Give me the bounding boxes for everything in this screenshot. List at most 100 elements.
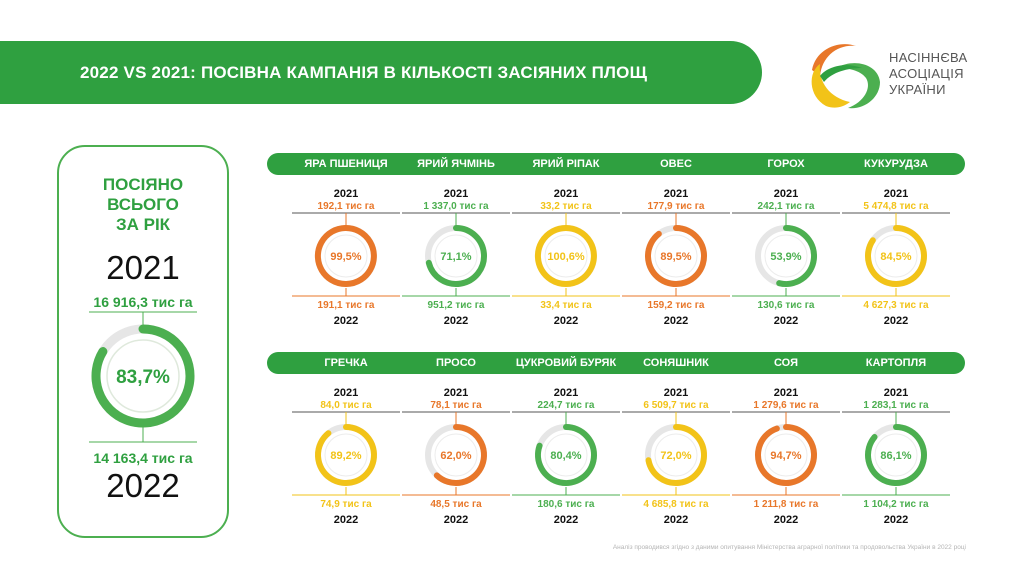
gauge-percent-label: 71,1%: [440, 251, 471, 263]
gauge-arc: [535, 424, 597, 486]
logo-line: НАСІННЄВА: [889, 50, 968, 65]
area-2021-label: 224,7 тис га: [538, 400, 595, 411]
gauge-inner: [764, 433, 808, 477]
crop-name-sugar-beet: ЦУКРОВИЙ БУРЯК: [515, 357, 617, 369]
gauge-arc: [534, 225, 597, 287]
year-2021-label: 2021: [444, 387, 468, 399]
year-2021-label: 2021: [554, 188, 578, 200]
gauge-inner: [324, 433, 368, 477]
year-2022-label: 2022: [554, 514, 578, 526]
gauge-arc: [433, 424, 487, 486]
year-2021-label: 2021: [774, 188, 798, 200]
crop-name-spring-wheat: ЯРА ПШЕНИЦЯ: [304, 158, 388, 170]
total-heading-line: ВСЬОГО: [107, 195, 179, 214]
association-logo: [811, 44, 880, 109]
year-2021-label: 2021: [334, 387, 358, 399]
gauge-percent-label: 53,9%: [770, 251, 801, 263]
area-2021-label: 78,1 тис га: [430, 400, 482, 411]
area-2021-label: 33,2 тис га: [540, 201, 592, 212]
area-2022-label: 1 104,2 тис га: [863, 499, 929, 510]
total-year-2021: 2021: [106, 249, 180, 286]
gauge-percent-label: 72,0%: [660, 450, 691, 462]
area-2022-label: 74,9 тис га: [320, 499, 372, 510]
area-2022-label: 4 685,8 тис га: [643, 499, 709, 510]
total-heading: ПОСІЯНО ВСЬОГО ЗА РІК: [59, 175, 227, 235]
gauge-arc: [315, 424, 377, 486]
gauge-inner: [764, 234, 808, 278]
total-summary-card: ПОСІЯНО ВСЬОГО ЗА РІК 2021 16 916,3 тис …: [57, 145, 229, 538]
crop-header-bar-row-2: ГРЕЧКА ПРОСО ЦУКРОВИЙ БУРЯК СОНЯШНИК СОЯ…: [267, 352, 965, 374]
area-2021-label: 177,9 тис га: [648, 201, 705, 212]
total-value-2022: 14 163,4 тис га: [93, 450, 193, 466]
gauge-inner: [544, 433, 588, 477]
year-2021-label: 2021: [774, 387, 798, 399]
year-2021-label: 2021: [554, 387, 578, 399]
crop-header-bar-row-1: ЯРА ПШЕНИЦЯ ЯРИЙ ЯЧМІНЬ ЯРИЙ РІПАК ОВЕС …: [267, 153, 965, 175]
total-year-2022: 2022: [106, 467, 180, 504]
total-gauge-arc: [91, 324, 195, 428]
gauge-percent-label: 89,5%: [660, 251, 691, 263]
total-heading-line: ЗА РІК: [115, 215, 171, 234]
gauge-inner: [434, 234, 478, 278]
gauge-percent-label: 89,2%: [330, 450, 361, 462]
crop-name-spring-rapeseed: ЯРИЙ РІПАК: [532, 158, 600, 170]
year-2022-label: 2022: [884, 514, 908, 526]
gauge-percent-label: 99,5%: [330, 251, 361, 263]
footnote: Аналіз проводився згідно з даними опитув…: [612, 544, 966, 551]
year-2022-label: 2022: [444, 514, 468, 526]
year-2021-label: 2021: [664, 387, 688, 399]
area-2022-label: 1 211,8 тис га: [754, 499, 819, 510]
year-2022-label: 2022: [664, 514, 688, 526]
year-2022-label: 2022: [884, 315, 908, 327]
crop-name-spring-barley: ЯРИЙ ЯЧМІНЬ: [417, 158, 495, 170]
gauge-percent-label: 86,1%: [880, 450, 911, 462]
year-2021-label: 2021: [884, 188, 908, 200]
crop-name-buckwheat: ГРЕЧКА: [324, 357, 368, 369]
area-2021-label: 1 337,0 тис га: [423, 201, 489, 212]
gauge-inner: [654, 234, 698, 278]
area-2022-label: 130,6 тис га: [758, 300, 815, 311]
gauge-inner: [874, 234, 918, 278]
area-2022-label: 180,6 тис га: [538, 499, 595, 510]
area-2021-label: 6 509,7 тис га: [643, 400, 709, 411]
gauge-inner: [324, 234, 368, 278]
year-2021-label: 2021: [884, 387, 908, 399]
year-2022-label: 2022: [664, 315, 688, 327]
gauge-inner: [544, 234, 588, 278]
crop-name-oats: ОВЕС: [660, 158, 692, 170]
gauge-arc: [776, 225, 817, 287]
year-2022-label: 2022: [444, 315, 468, 327]
year-2022-label: 2022: [334, 514, 358, 526]
title-banner: 2022 VS 2021: ПОСІВНА КАМПАНІЯ В КІЛЬКОС…: [0, 41, 762, 104]
gauge-arc: [645, 225, 707, 287]
gauge-arc: [645, 424, 707, 486]
gauge-percent-label: 80,4%: [550, 450, 581, 462]
gauge-arc: [755, 424, 817, 486]
area-2021-label: 1 279,6 тис га: [753, 400, 819, 411]
crop-name-millet: ПРОСО: [436, 357, 476, 369]
gauge-inner: [874, 433, 918, 477]
area-2022-label: 48,5 тис га: [430, 499, 482, 510]
gauge-percent-label: 62,0%: [440, 450, 471, 462]
gauge-arc: [865, 424, 927, 486]
total-value-2021: 16 916,3 тис га: [93, 294, 193, 310]
year-2021-label: 2021: [334, 188, 358, 200]
crop-name-soy: СОЯ: [774, 357, 798, 369]
logo-text: НАСІННЄВА АСОЦІАЦІЯ УКРАЇНИ: [889, 50, 968, 98]
area-2021-label: 5 474,8 тис га: [863, 201, 929, 212]
year-2022-label: 2022: [774, 315, 798, 327]
total-gauge-inner: [106, 339, 180, 413]
year-2022-label: 2022: [334, 315, 358, 327]
area-2022-label: 191,1 тис га: [318, 300, 375, 311]
page-title: 2022 VS 2021: ПОСІВНА КАМПАНІЯ В КІЛЬКОС…: [80, 63, 648, 82]
area-2022-label: 951,2 тис га: [428, 300, 485, 311]
area-2022-label: 159,2 тис га: [648, 300, 705, 311]
crop-name-peas: ГОРОХ: [767, 158, 805, 170]
gauge-arc: [314, 225, 377, 287]
logo-icon: [811, 44, 880, 109]
year-2022-label: 2022: [554, 315, 578, 327]
logo-line: УКРАЇНИ: [889, 82, 946, 97]
gauge-inner: [654, 433, 698, 477]
area-2021-label: 84,0 тис га: [320, 400, 372, 411]
gauge-inner: [434, 433, 478, 477]
